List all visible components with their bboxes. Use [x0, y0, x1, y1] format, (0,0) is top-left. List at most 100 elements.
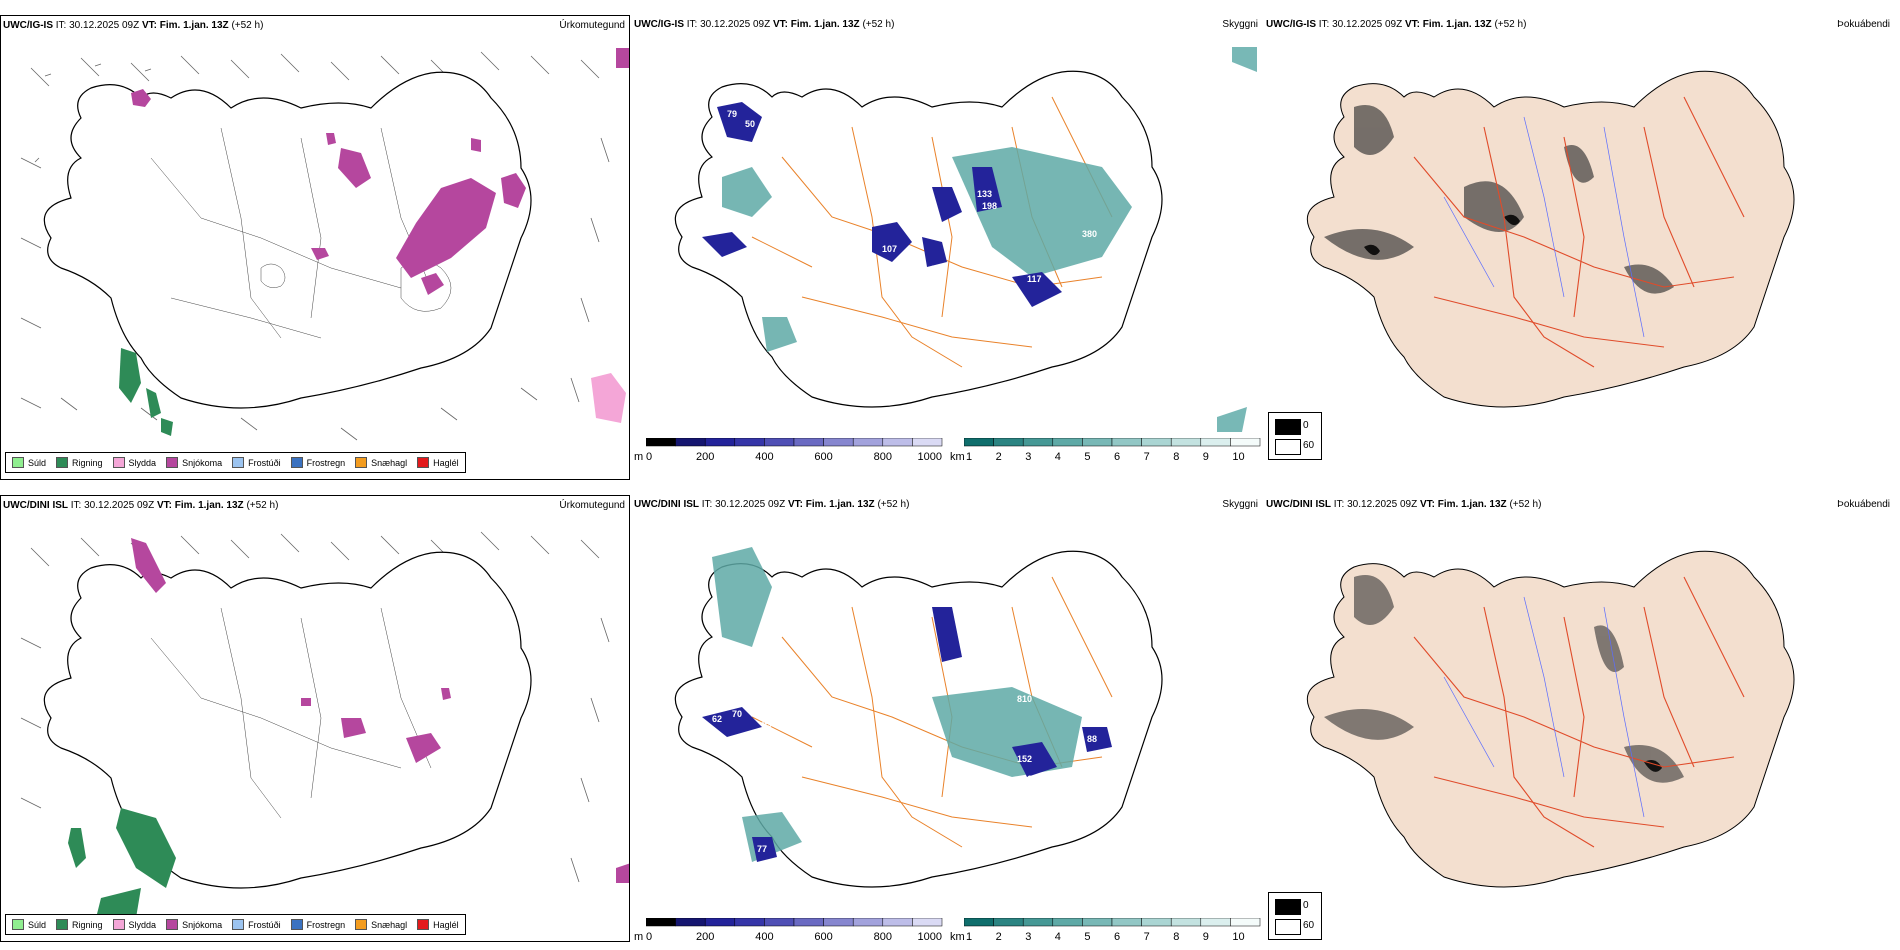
colorbar-segment	[823, 438, 854, 447]
svg-text:77: 77	[757, 844, 767, 854]
colorbar-tick-label: 3	[1025, 931, 1031, 943]
colorbar-segment	[764, 438, 795, 447]
fog-legend: 0 60	[1268, 892, 1322, 940]
panel-title: UWC/IG-IS IT: 30.12.2025 09Z VT: Fim. 1.…	[3, 20, 264, 31]
svg-text:50: 50	[745, 119, 755, 129]
colorbar-segment	[1022, 438, 1054, 447]
colorbar-segment	[1230, 918, 1261, 927]
panel-product-name: Þokuábendi	[1837, 499, 1890, 510]
fog-legend: 0 60	[1268, 412, 1322, 460]
colorbar-tick-label: 400	[755, 931, 773, 943]
colorbar-tick-label: 5	[1084, 451, 1090, 463]
precip-type-legend: Súld Rigning Slydda Snjókoma Frostúði Fr…	[5, 914, 466, 935]
colorbar-tick-label: 7	[1144, 451, 1150, 463]
colorbar-tick-label: 200	[696, 931, 714, 943]
colorbar-segment	[912, 438, 943, 447]
colorbar-segment	[734, 438, 765, 447]
svg-text:107: 107	[882, 244, 897, 254]
legend-swatch	[355, 919, 368, 930]
colorbar-segment	[646, 438, 676, 447]
panel-product-name: Úrkomutegund	[559, 500, 625, 511]
fog-indicator-map	[1306, 70, 1795, 408]
svg-text:62: 62	[712, 714, 722, 724]
legend-item: Frostregn	[290, 919, 345, 930]
svg-text:70: 70	[732, 709, 742, 719]
visibility-panel-bottom: UWC/DINI ISL IT: 30.12.2025 09Z VT: Fim.…	[632, 495, 1262, 915]
cloud-base-unit: m	[634, 451, 644, 463]
colorbar-tick-label: 400	[755, 451, 773, 463]
panel-title: UWC/DINI ISL IT: 30.12.2025 09Z VT: Fim.…	[3, 500, 279, 511]
legend-item: Slydda	[112, 457, 156, 468]
colorbar-segment	[1052, 438, 1083, 447]
colorbar-tick-label: 4	[1055, 451, 1061, 463]
colorbar-tick-label: 10	[1232, 451, 1244, 463]
fog-white-swatch	[1275, 919, 1301, 935]
panel-product-name: Úrkomutegund	[559, 20, 625, 31]
colorbar-segment	[1141, 918, 1172, 927]
visibility-panel-top: UWC/IG-IS IT: 30.12.2025 09Z VT: Fim. 1.…	[632, 15, 1262, 480]
legend-item: Snjókoma	[166, 457, 222, 468]
colorbar-segment	[912, 918, 943, 927]
svg-text:106: 106	[892, 264, 907, 274]
fog-indicator-panel-bottom: UWC/DINI ISL IT: 30.12.2025 09Z VT: Fim.…	[1264, 495, 1894, 915]
colorbar-tick-label: 3	[1025, 451, 1031, 463]
colorbar-tick-label: 0	[646, 931, 652, 943]
fog-indicator-map	[1306, 550, 1795, 888]
colorbar-tick-label: 8	[1173, 451, 1179, 463]
colorbar-segment	[852, 438, 884, 447]
fog-white-swatch	[1275, 439, 1301, 455]
colorbar-segment	[964, 918, 994, 927]
legend-item: Slydda	[112, 919, 156, 930]
colorbar-segment	[704, 918, 736, 927]
fog-black-swatch	[1275, 899, 1301, 915]
visibility-map: 62 70 95 152 264 88 810 77	[674, 547, 1163, 888]
panel-title: UWC/DINI ISL IT: 30.12.2025 09Z VT: Fim.…	[1266, 499, 1542, 510]
legend-item: Súld	[12, 457, 46, 468]
svg-text:117: 117	[1027, 274, 1042, 284]
colorbar-tick-label: 2	[996, 931, 1002, 943]
panel-title: UWC/IG-IS IT: 30.12.2025 09Z VT: Fim. 1.…	[1266, 19, 1527, 30]
visibility-unit: km	[950, 451, 965, 463]
colorbar-tick-label: 800	[874, 931, 892, 943]
colorbar-tick-label: 600	[814, 931, 832, 943]
colorbar-segment	[1170, 438, 1202, 447]
colorbar-segment	[675, 438, 706, 447]
legend-item: Frostúði	[232, 919, 281, 930]
legend-swatch	[56, 919, 69, 930]
colorbar-segment	[993, 918, 1024, 927]
iceland-coastline	[43, 551, 532, 889]
legend-item: Frostregn	[290, 457, 345, 468]
panel-product-name: Skyggni	[1222, 499, 1258, 510]
legend-item: Snæhagl	[355, 919, 407, 930]
visibility-colorbar: 1 2 3 4 5 6 7 8 9 10	[964, 438, 1261, 463]
colorbar-segment	[852, 918, 884, 927]
colorbar-segment	[1082, 438, 1113, 447]
legend-swatch	[355, 457, 368, 468]
cloud-base-unit: m	[634, 931, 644, 943]
legend-item: Frostúði	[232, 457, 281, 468]
panel-title: UWC/DINI ISL IT: 30.12.2025 09Z VT: Fim.…	[634, 499, 910, 510]
legend-item: Súld	[12, 919, 46, 930]
colorbar-segment	[704, 438, 736, 447]
legend-item: Rigning	[56, 919, 103, 930]
colorbar-tick-label: 8	[1173, 931, 1179, 943]
legend-item: Rigning	[56, 457, 103, 468]
colorbar-tick-label: 200	[696, 451, 714, 463]
colorbar-tick-label: 4	[1055, 931, 1061, 943]
colorbar-segment	[764, 918, 795, 927]
precip-type-panel-top: UWC/IG-IS IT: 30.12.2025 09Z VT: Fim. 1.…	[0, 15, 630, 480]
legend-item: Haglél	[417, 457, 459, 468]
legend-item: Snæhagl	[355, 457, 407, 468]
svg-text:198: 198	[982, 201, 997, 211]
iceland-coastline	[674, 550, 1163, 888]
legend-swatch	[166, 457, 179, 468]
svg-text:233: 233	[1102, 274, 1117, 284]
colorbar-segment	[1200, 918, 1231, 927]
svg-text:380: 380	[1082, 229, 1097, 239]
colorbar-segment	[993, 438, 1024, 447]
colorbar-tick-label: 800	[874, 451, 892, 463]
colorbar-tick-label: 2	[996, 451, 1002, 463]
precip-type-panel-bottom: UWC/DINI ISL IT: 30.12.2025 09Z VT: Fim.…	[0, 495, 630, 942]
colorbar-tick-label: 1000	[918, 451, 942, 463]
legend-swatch	[417, 457, 430, 468]
